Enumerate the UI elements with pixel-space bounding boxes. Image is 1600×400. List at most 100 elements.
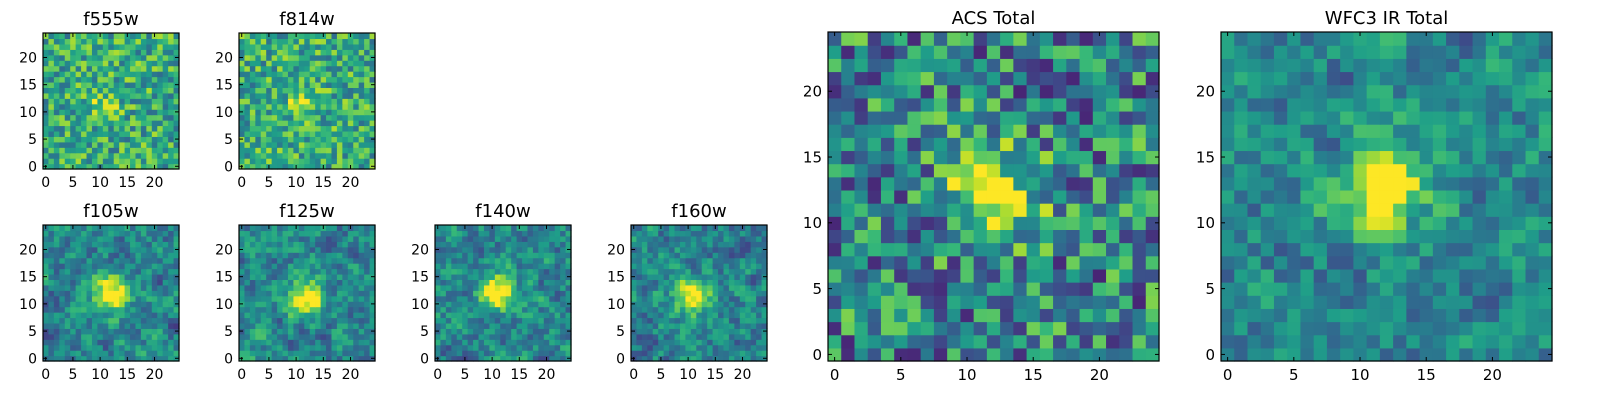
heatmap-cell [478, 246, 485, 253]
heatmap-cell [135, 49, 142, 56]
heatmap-cell [157, 225, 164, 232]
heatmap-cell [304, 295, 311, 302]
heatmap-cell [960, 347, 975, 362]
heatmap-cell [933, 334, 948, 349]
heatmap-cell [456, 263, 463, 270]
heatmap-cell [64, 339, 71, 346]
heatmap-cell [538, 306, 545, 313]
heatmap-cell [478, 268, 485, 275]
heatmap-cell [91, 130, 98, 137]
heatmap-cell [369, 252, 376, 259]
heatmap-cell [342, 268, 349, 275]
heatmap-cell [173, 225, 180, 232]
heatmap-cell [679, 322, 686, 329]
heatmap-cell [309, 317, 316, 324]
heatmap-cell [315, 333, 322, 340]
heatmap-cell [53, 235, 60, 242]
heatmap-cell [140, 54, 147, 61]
heatmap-cell [1393, 321, 1407, 336]
heatmap-cell [113, 114, 120, 121]
heatmap-cell [102, 109, 109, 116]
heatmap-cell [255, 87, 262, 94]
heatmap-cell [1053, 110, 1067, 125]
heatmap-cell [151, 114, 158, 121]
heatmap-cell [986, 242, 1001, 257]
heatmap-cell [973, 308, 988, 323]
heatmap-cell [91, 252, 98, 259]
heatmap-cell [271, 257, 278, 264]
heatmap-cell [293, 141, 300, 148]
heatmap-cell [1273, 176, 1288, 191]
heatmap-cell [53, 54, 60, 61]
heatmap-cell [53, 147, 60, 154]
heatmap-cell [75, 279, 82, 286]
heatmap-cell [331, 98, 338, 105]
heatmap-cell [320, 328, 327, 335]
heatmap-cell [260, 158, 267, 165]
heatmap-cell [102, 114, 109, 121]
heatmap-cell [304, 339, 311, 346]
heatmap-cell [500, 225, 507, 232]
heatmap-cell [86, 333, 93, 340]
heatmap-cell [986, 124, 1001, 138]
heatmap-cell [298, 263, 305, 270]
heatmap-cell [1132, 308, 1147, 323]
heatmap-cell [53, 136, 60, 143]
heatmap-cell [1145, 268, 1160, 283]
heatmap-cell [1145, 150, 1160, 165]
heatmap-cell [549, 328, 556, 335]
heatmap-cell [315, 33, 322, 40]
heatmap-cell [266, 246, 273, 253]
heatmap-cell [1132, 216, 1147, 230]
heatmap-cell [1499, 216, 1513, 230]
heatmap-cell [320, 49, 327, 56]
heatmap-cell [130, 328, 137, 335]
heatmap-cell [244, 76, 251, 83]
heatmap-cell [636, 317, 643, 324]
heatmap-cell [652, 355, 659, 362]
heatmap-cell [358, 225, 365, 232]
heatmap-cell [1221, 216, 1235, 230]
heatmap-cell [718, 268, 725, 275]
heatmap-cell [663, 328, 670, 335]
heatmap-cell [162, 279, 169, 286]
heatmap-cell [1000, 216, 1014, 230]
heatmap-cell [1234, 295, 1249, 309]
heatmap-cell [162, 87, 169, 94]
heatmap-cell [1379, 150, 1394, 165]
heatmap-cell [168, 301, 175, 308]
heatmap-cell [1340, 347, 1354, 362]
heatmap-cell [1273, 229, 1288, 244]
heatmap-cell [696, 241, 703, 248]
heatmap-cell [255, 152, 262, 159]
heatmap-cell [658, 257, 665, 264]
heatmap-cell [483, 263, 490, 270]
heatmap-cell [690, 290, 697, 297]
heatmap-cell [636, 225, 643, 232]
heatmap-cell [1053, 347, 1067, 362]
heatmap-cell [462, 252, 469, 259]
heatmap-cell [140, 49, 147, 56]
heatmap-cell [828, 189, 842, 204]
heatmap-cell [1273, 308, 1288, 323]
heatmap-cell [1119, 71, 1134, 86]
heatmap-cell [282, 317, 289, 324]
heatmap-cell [867, 282, 882, 296]
heatmap-cell [960, 268, 975, 283]
heatmap-cell [309, 306, 316, 313]
heatmap-cell [505, 344, 512, 351]
heatmap-cell [282, 333, 289, 340]
x-tick-label: 15 [1024, 366, 1043, 384]
heatmap-cell [347, 235, 354, 242]
heatmap-cell [64, 333, 71, 340]
heatmap-cell [91, 43, 98, 50]
heatmap-cell [560, 235, 567, 242]
heatmap-cell [75, 158, 82, 165]
heatmap-cell [173, 235, 180, 242]
heatmap-cell [342, 125, 349, 132]
heatmap-cell [1066, 334, 1081, 349]
heatmap-cell [712, 257, 719, 264]
heatmap-cell [358, 322, 365, 329]
heatmap-cell [282, 98, 289, 105]
heatmap-cell [543, 344, 550, 351]
